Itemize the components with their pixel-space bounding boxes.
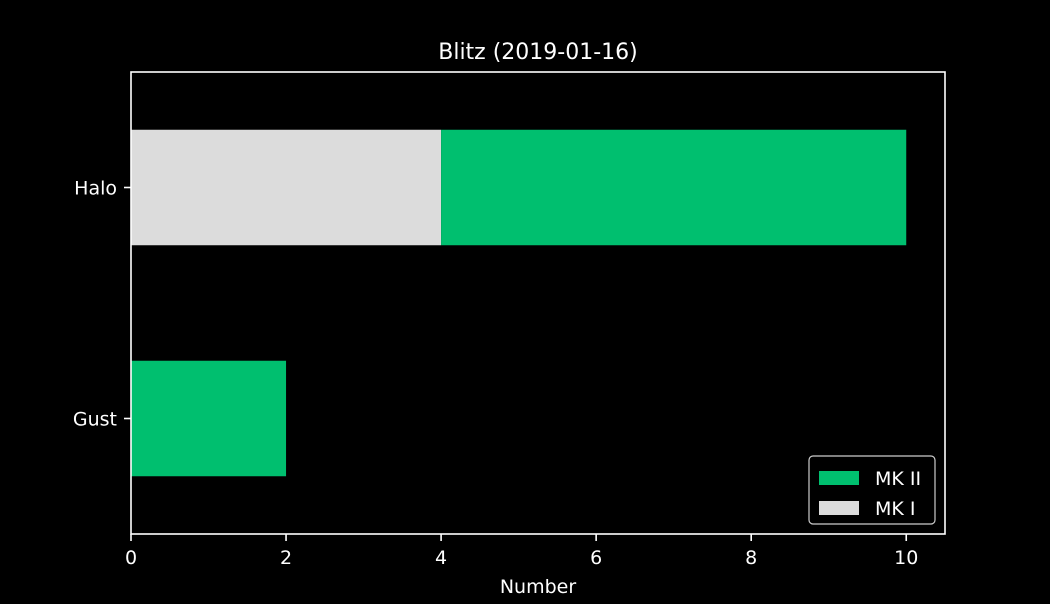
legend-label-mk-ii: MK II	[875, 468, 921, 490]
axes-group: 0 2 4 6 8 10 Halo Gust	[73, 71, 946, 569]
x-tick-label-0: 0	[125, 547, 137, 569]
x-axis-label: Number	[500, 576, 577, 598]
bar-halo-mk-ii	[441, 129, 907, 246]
legend: MK II MK I	[808, 455, 936, 525]
y-tick-label-gust: Gust	[73, 409, 117, 431]
y-tick-label-halo: Halo	[74, 178, 117, 200]
legend-swatch-mk-ii	[819, 471, 859, 485]
bar-halo-mk-i	[131, 129, 442, 246]
x-tick-label-8: 8	[745, 547, 757, 569]
axes-frame	[130, 71, 946, 535]
legend-swatch-mk-i	[819, 501, 859, 515]
bar-gust-mk-ii	[131, 360, 287, 477]
x-tick-label-10: 10	[894, 547, 918, 569]
x-tick-label-2: 2	[280, 547, 292, 569]
x-tick-label-6: 6	[590, 547, 602, 569]
legend-label-mk-i: MK I	[875, 498, 916, 520]
bars-group	[131, 129, 907, 477]
x-tick-label-4: 4	[435, 547, 447, 569]
chart-title: Blitz (2019-01-16)	[438, 40, 638, 65]
